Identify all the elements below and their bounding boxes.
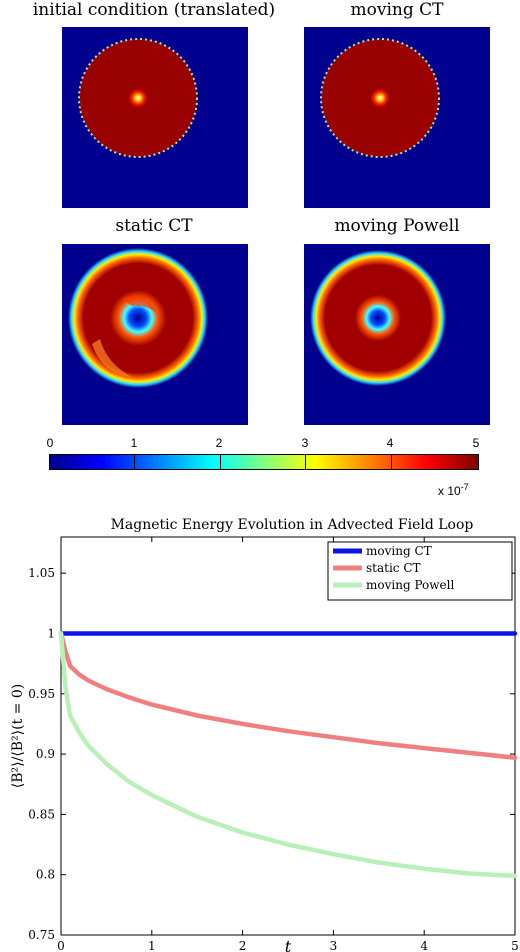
- colorbar-tick-label: 3: [301, 436, 309, 450]
- x-tick-label: 5: [511, 939, 519, 952]
- x-tick-label: 0: [57, 939, 65, 952]
- loop-edge: [320, 38, 440, 158]
- y-tick-label: 0.9: [36, 747, 55, 761]
- legend-label-moving-powell: moving Powell: [366, 578, 454, 592]
- colorbar-tick-label: 4: [386, 436, 394, 450]
- series-line-moving-powell: [58, 631, 518, 879]
- heatmap-initial: [62, 27, 248, 208]
- y-tick-label: 0.75: [28, 928, 55, 942]
- panel-title-initial: initial condition (translated): [32, 0, 276, 20]
- loop-edge: [78, 38, 198, 158]
- panel-title-moving-ct: moving CT: [350, 0, 444, 20]
- plot-frame: [60, 536, 516, 936]
- chart-title: Magnetic Energy Evolution in Advected Fi…: [111, 517, 474, 533]
- legend-label-static-ct: static CT: [366, 561, 421, 575]
- y-tick-label: 0.85: [28, 807, 55, 821]
- colorbar-scale-exponent: -7: [460, 482, 469, 492]
- x-axis: 0 1 2 3 4 5: [57, 537, 519, 952]
- colorbar-tick-label: 2: [215, 436, 223, 450]
- smear-region: [92, 339, 132, 377]
- series-line-static-ct: [58, 631, 518, 760]
- panel-title-static-ct: static CT: [115, 216, 193, 236]
- x-tick-label: 3: [330, 939, 338, 952]
- heatmap-moving-ct: [304, 27, 490, 208]
- colorbar-tick-label: 1: [130, 436, 138, 450]
- x-tick-label: 1: [148, 939, 156, 952]
- y-tick-label: 0.8: [36, 868, 55, 882]
- field-loop: [310, 250, 446, 386]
- heatmap-static-ct-image: [68, 248, 208, 388]
- y-axis: 0.75 0.8 0.85 0.9 0.95 1 1.05: [28, 566, 515, 942]
- colorbar-tick: [305, 455, 306, 469]
- colorbar: [49, 454, 479, 470]
- heatmap-static-ct: [62, 244, 248, 425]
- legend: moving CT static CT moving Powell: [327, 541, 513, 601]
- heatmap-moving-powell-image: [310, 250, 446, 386]
- colorbar-tick: [220, 455, 221, 469]
- y-tick-label: 1.05: [28, 566, 55, 580]
- legend-label-moving-ct: moving CT: [366, 544, 432, 558]
- y-tick-label: 0.95: [28, 687, 55, 701]
- heatmap-initial-image: [78, 38, 198, 158]
- field-loop: [79, 39, 197, 157]
- heatmap-moving-ct-image: [320, 38, 440, 158]
- panel-title-moving-powell: moving Powell: [334, 216, 460, 236]
- y-axis-label: ⟨B²⟩/⟨B²⟩(t = 0): [10, 684, 26, 788]
- x-axis-label: t: [285, 937, 292, 952]
- field-loop: [321, 39, 439, 157]
- heatmap-moving-powell: [304, 244, 490, 425]
- colorbar-scale-base: x 10: [438, 484, 461, 498]
- colorbar-tick-label: 5: [472, 436, 480, 450]
- series-lines: [58, 631, 518, 879]
- x-tick-label: 4: [420, 939, 428, 952]
- colorbar-tick-label: 0: [46, 436, 54, 450]
- field-loop: [68, 248, 208, 388]
- y-tick-label: 1: [47, 626, 55, 640]
- colorbar-tick: [391, 455, 392, 469]
- energy-line-chart: Magnetic Energy Evolution in Advected Fi…: [10, 517, 519, 952]
- swirl-region: [122, 296, 157, 314]
- colorbar-tick: [134, 455, 135, 469]
- x-tick-label: 2: [239, 939, 247, 952]
- colorbar-scale-label: x 10-7: [438, 482, 469, 498]
